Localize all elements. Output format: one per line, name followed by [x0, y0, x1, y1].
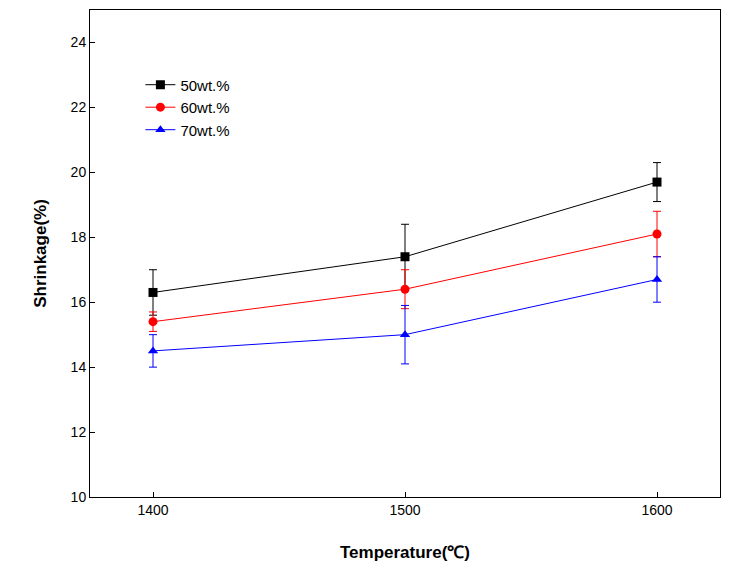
svg-text:20: 20: [71, 164, 87, 180]
svg-text:1500: 1500: [389, 502, 420, 518]
svg-text:10: 10: [71, 489, 87, 505]
svg-text:Shrinkage(%): Shrinkage(%): [31, 199, 50, 308]
svg-text:50wt.%: 50wt.%: [180, 77, 229, 94]
svg-text:14: 14: [71, 359, 87, 375]
svg-text:22: 22: [71, 99, 87, 115]
svg-text:12: 12: [71, 424, 87, 440]
svg-text:16: 16: [71, 294, 87, 310]
svg-text:Temperature(℃): Temperature(℃): [340, 543, 470, 562]
svg-text:60wt.%: 60wt.%: [180, 99, 229, 116]
svg-text:24: 24: [71, 34, 87, 50]
svg-text:70wt.%: 70wt.%: [180, 122, 229, 139]
svg-text:1600: 1600: [641, 502, 672, 518]
svg-text:1400: 1400: [137, 502, 168, 518]
svg-text:18: 18: [71, 229, 87, 245]
